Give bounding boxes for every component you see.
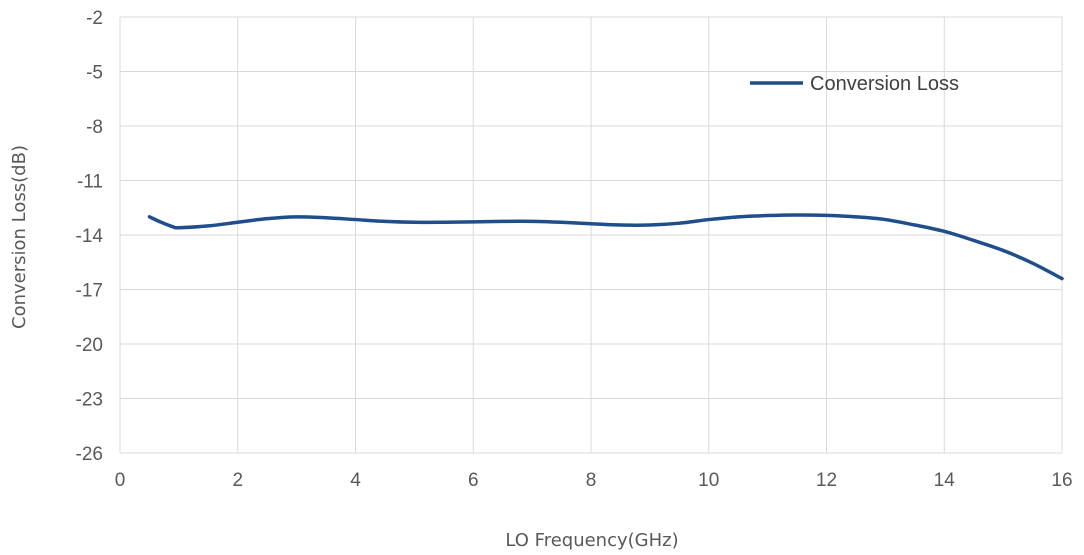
x-tick-label: 0 [115,470,126,491]
y-axis-title: Conversion Loss(dB) [9,145,30,329]
y-tick-label: -20 [76,335,103,356]
x-tick-label: 2 [232,470,243,491]
y-tick-label: -26 [76,444,103,465]
y-tick-label: -5 [86,63,103,84]
legend: Conversion Loss [750,73,959,95]
x-tick-label: 10 [698,470,719,491]
y-tick-label: -23 [76,390,103,411]
gridlines [119,16,1063,454]
legend-label: Conversion Loss [810,73,959,95]
y-tick-label: -2 [86,8,103,29]
x-tick-label: 12 [816,470,837,491]
x-tick-label: 16 [1051,470,1072,491]
y-tick-label: -11 [77,172,103,193]
y-tick-label: -14 [76,226,104,247]
tick-labels: 0 2 4 6 8 10 12 14 16 -2 -5 -8 -11 -14 -17 -20 -23 -26 [76,8,1073,491]
x-tick-label: 8 [586,470,597,491]
y-tick-label: -17 [76,281,103,302]
x-tick-label: 6 [468,470,479,491]
series-line-conversion-loss [147,213,1064,281]
y-tick-label: -8 [86,117,103,138]
series-lines [147,213,1064,281]
x-tick-label: 4 [350,470,361,491]
x-axis-title: LO Frequency(GHz) [505,530,678,551]
x-tick-label: 14 [934,470,956,491]
